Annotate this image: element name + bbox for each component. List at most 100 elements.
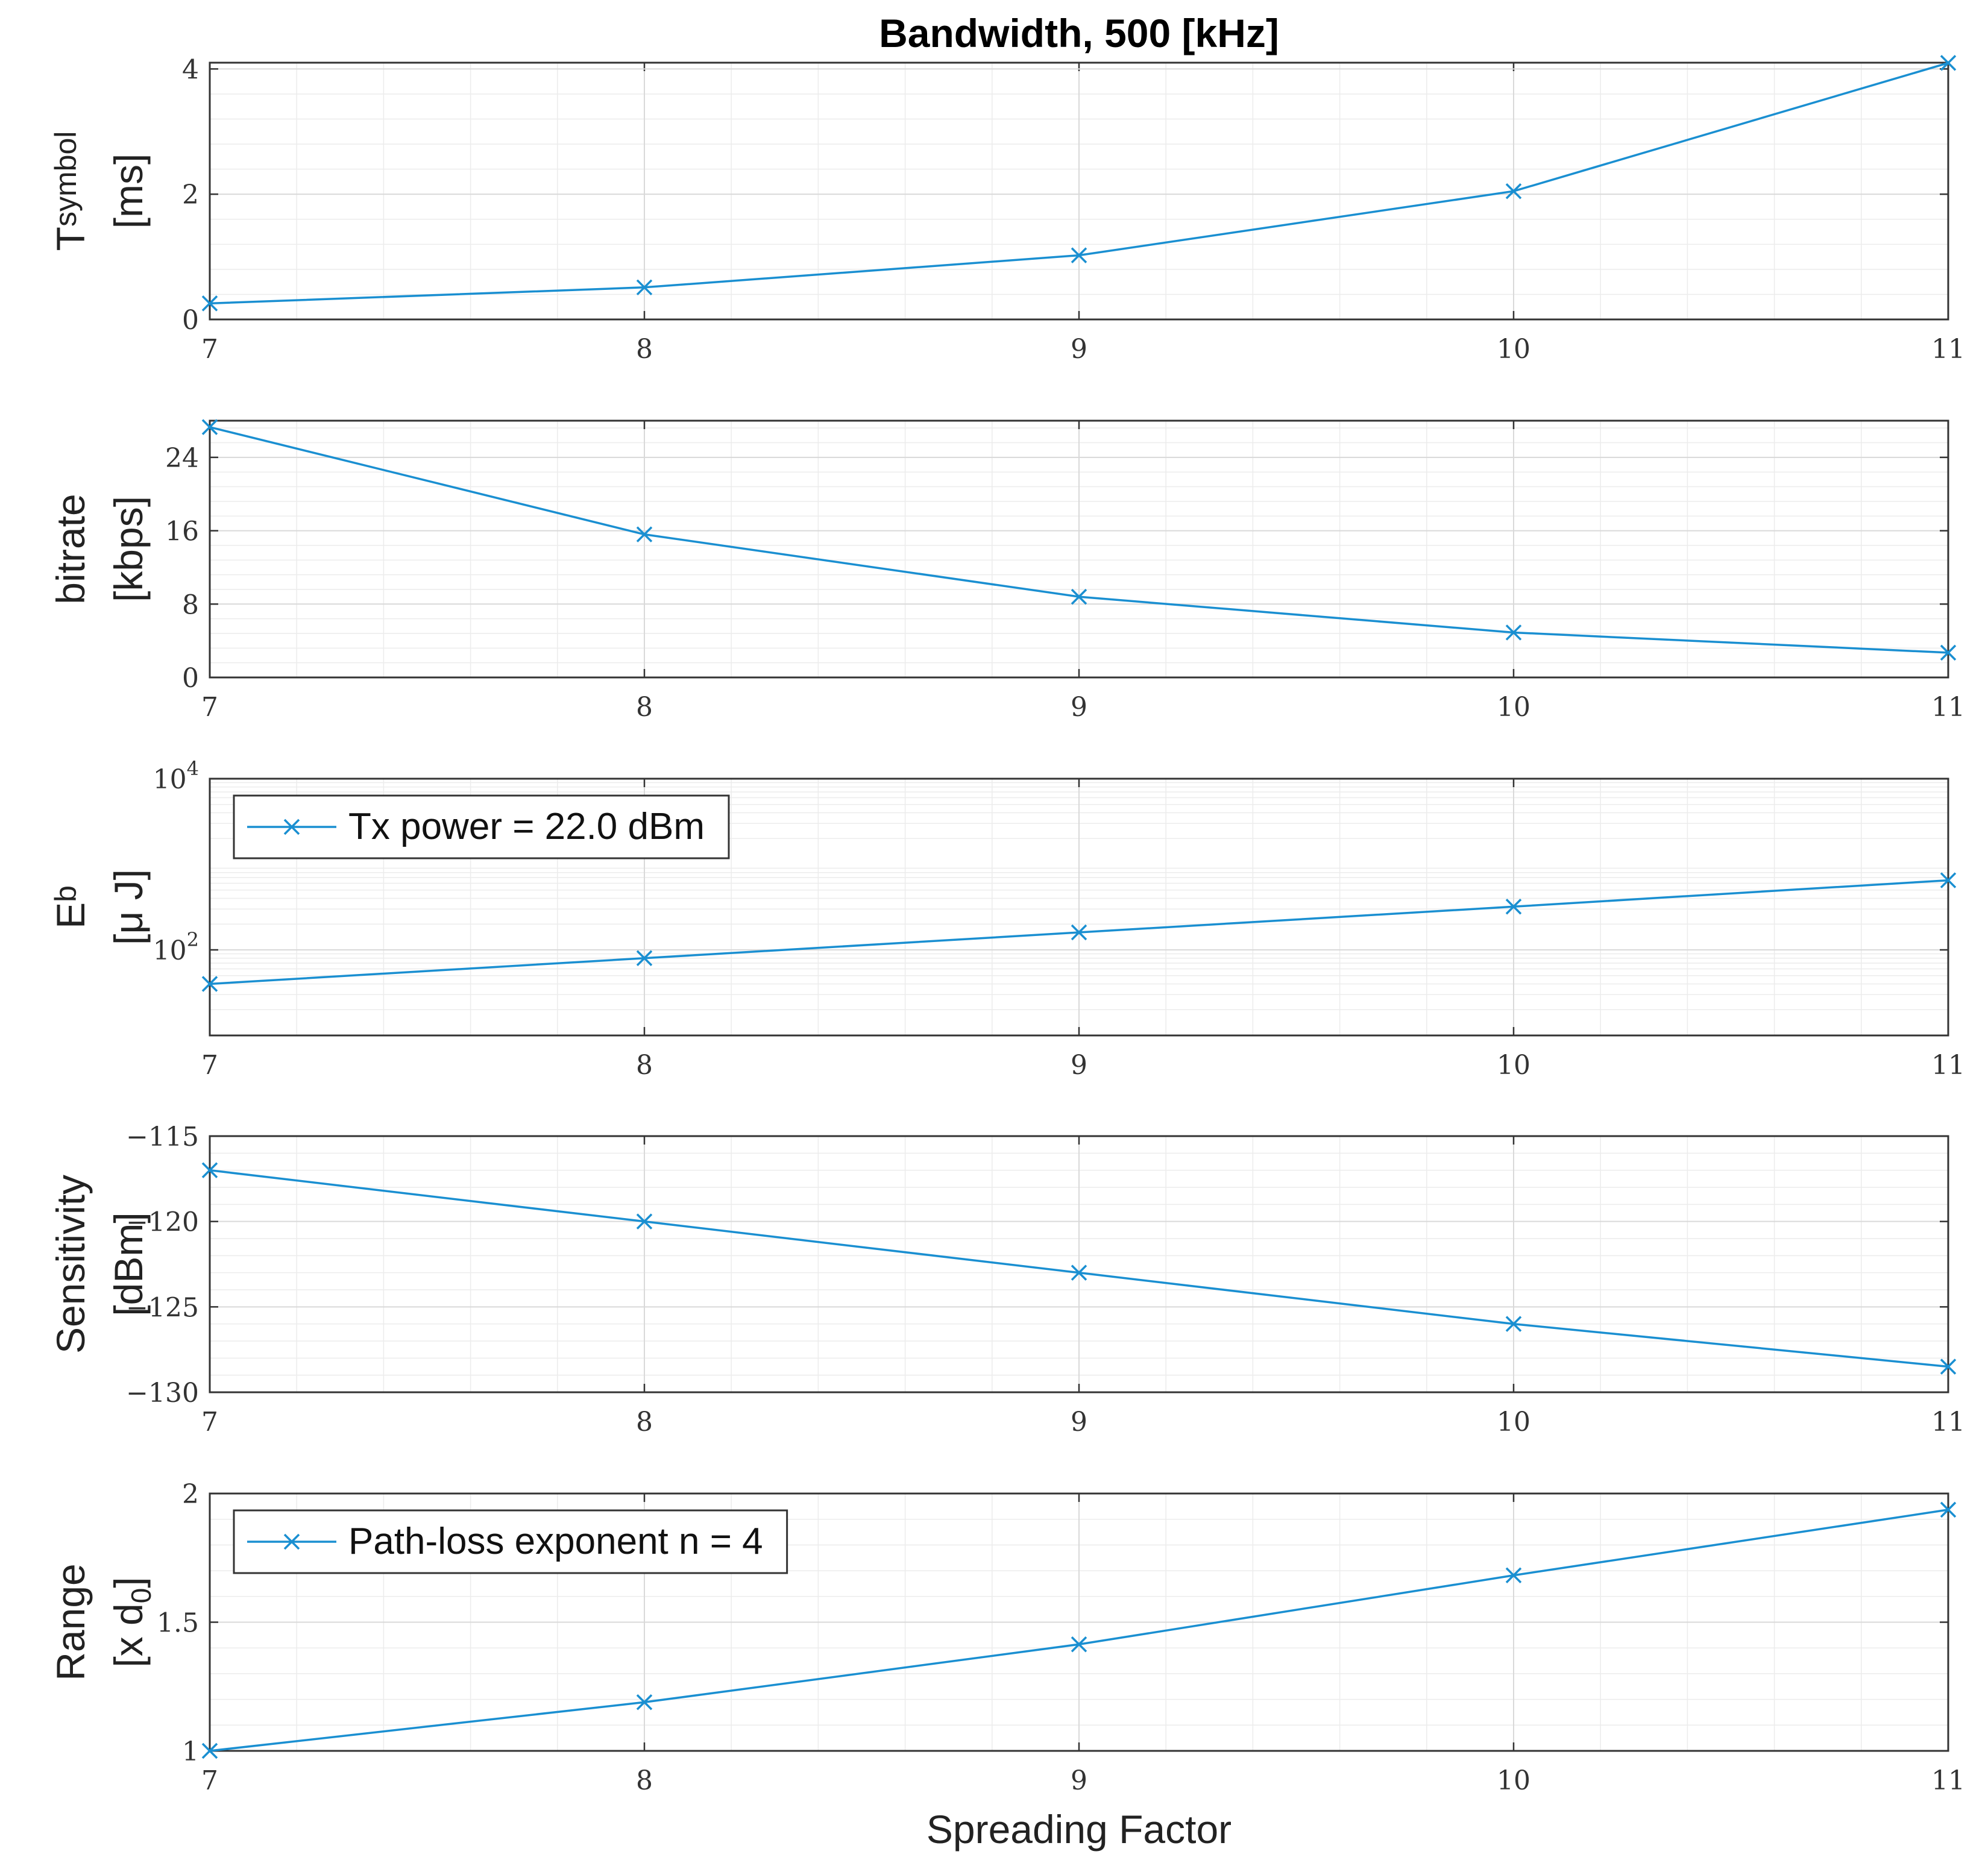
- panel-bitrate: 7 8 9 10 11 0 8 16 24 bitrate [kbps]: [48, 419, 1965, 723]
- axes-box: [209, 61, 1949, 321]
- y-axis-label: bitrate: [48, 494, 93, 604]
- data-point-marker: [1071, 924, 1087, 941]
- panel-sensitivity: 7 8 9 10 11 −130 −125 −120 −115 Sensitivity [dBm]: [48, 1122, 1965, 1437]
- legend-marker: [283, 1533, 300, 1550]
- data-point-marker: [636, 526, 653, 542]
- marker-stroke: [201, 1742, 218, 1759]
- marker-stroke: [1071, 1264, 1087, 1281]
- data-point-marker: [636, 1694, 653, 1710]
- y-tick-label: 4: [182, 54, 199, 85]
- legend: Path-loss exponent n = 4: [233, 1509, 788, 1574]
- x-tick-label: 8: [636, 334, 653, 365]
- y-tick-label: 8: [182, 589, 199, 620]
- marker-stroke: [1071, 588, 1087, 605]
- data-point-marker: [1505, 1316, 1522, 1332]
- marker-stroke: [636, 1213, 653, 1230]
- panel-eb: 7 8 9 10 11 102 104 Tx power = 22.0 dBm Eb [μ J]: [48, 757, 1965, 1081]
- marker-stroke: [636, 950, 653, 966]
- data-point-marker: [636, 279, 653, 296]
- data-point-marker: [636, 950, 653, 966]
- y-axis-label: Sensitivity: [48, 1175, 93, 1354]
- marker-stroke: [1071, 247, 1087, 263]
- y-axis-label-units: [ms]: [106, 154, 151, 229]
- marker-stroke: [636, 1694, 653, 1710]
- data-point-marker: [1940, 644, 1957, 661]
- x-tick-label: 8: [636, 692, 653, 723]
- x-tick-label: 10: [1497, 1765, 1530, 1796]
- x-tick-label: 8: [636, 1050, 653, 1081]
- x-tick-label: 11: [1931, 692, 1965, 723]
- marker-stroke: [201, 1162, 218, 1178]
- marker-stroke: [1071, 1636, 1087, 1653]
- y-axis-label-units: [μ J]: [106, 869, 151, 945]
- y-tick-label: 104: [153, 757, 199, 795]
- data-point-marker: [201, 1742, 218, 1759]
- x-tick-label: 11: [1931, 1765, 1965, 1796]
- marker-stroke: [636, 526, 653, 542]
- marker-stroke: [636, 279, 653, 296]
- legend: Tx power = 22.0 dBm: [233, 794, 730, 859]
- data-point-marker: [1940, 1501, 1957, 1518]
- data-point-marker: [201, 295, 218, 312]
- data-point-marker: [1505, 899, 1522, 915]
- panel-tsymbol: 7 8 9 10 11 0 2 4 Tsymbol [ms]: [48, 54, 1965, 365]
- legend-label: Tx power = 22.0 dBm: [348, 806, 705, 847]
- y-tick-label: −115: [126, 1122, 199, 1152]
- marker-stroke: [201, 419, 218, 435]
- x-tick-label: 7: [201, 1765, 218, 1796]
- marker-stroke: [1940, 1359, 1957, 1375]
- figure-title: Bandwidth, 500 [kHz]: [879, 11, 1279, 55]
- x-tick-label: 10: [1497, 1407, 1530, 1437]
- axes-box: [209, 1135, 1949, 1393]
- legend-marker: [283, 818, 300, 835]
- y-axis-label-units: [kbps]: [106, 496, 151, 602]
- y-tick-label: 2: [182, 1479, 199, 1510]
- x-tick-label: 8: [636, 1407, 653, 1437]
- marker-stroke: [1940, 872, 1957, 888]
- subplots: 7 8 9 10 1 102 4 Tsymbol [ms] 7 8 9 10 11 0 8 16 24 bitrat…: [48, 54, 1965, 1796]
- y-tick-label: 0: [182, 305, 199, 336]
- y-axis-label: Tsymbol: [48, 131, 93, 251]
- data-point-marker: [201, 1162, 218, 1178]
- marker-stroke: [1505, 899, 1522, 915]
- data-point-marker: [1505, 624, 1522, 641]
- x-tick-label: 9: [1071, 692, 1087, 723]
- x-tick-label: 9: [1071, 1050, 1087, 1081]
- data-point-marker: [201, 419, 218, 435]
- y-tick-label: 24: [165, 443, 199, 474]
- y-tick-label: 102: [153, 928, 199, 966]
- data-point-marker: [201, 976, 218, 992]
- axes-box: [209, 1492, 1949, 1752]
- x-tick-label: 7: [201, 692, 218, 723]
- axes-box: [209, 419, 1949, 679]
- marker-stroke: [1940, 644, 1957, 661]
- legend-label: Path-loss exponent n = 4: [348, 1521, 763, 1562]
- data-point-marker: [1940, 55, 1957, 71]
- data-point-marker: [1940, 1359, 1957, 1375]
- data-point-marker: [1071, 247, 1087, 263]
- y-tick-label: −120: [126, 1207, 199, 1238]
- y-tick-label: −125: [126, 1292, 199, 1323]
- axes-box: [209, 777, 1949, 1037]
- x-tick-label: 9: [1071, 1765, 1087, 1796]
- x-tick-label: 8: [636, 1765, 653, 1796]
- marker-stroke: [1505, 624, 1522, 641]
- y-tick-label: 16: [165, 517, 199, 547]
- y-axis-label-units: [dBm]: [106, 1212, 151, 1316]
- data-point-marker: [1505, 183, 1522, 199]
- x-tick-label: 11: [1931, 334, 1965, 365]
- marker-stroke: [1940, 55, 1957, 71]
- data-point-marker: [1940, 872, 1957, 888]
- y-tick-label: 1: [182, 1736, 199, 1767]
- x-tick-label: 11: [1931, 1407, 1965, 1437]
- y-axis-label: Eb: [48, 885, 93, 929]
- marker-stroke: [201, 976, 218, 992]
- x-tick-label: 9: [1071, 1407, 1087, 1437]
- marker-stroke: [1505, 1567, 1522, 1584]
- data-point-marker: [1071, 588, 1087, 605]
- marker-stroke: [1071, 924, 1087, 941]
- data-point-marker: [1071, 1264, 1087, 1281]
- marker-stroke: [1505, 1316, 1522, 1332]
- data-point-marker: [1071, 1636, 1087, 1653]
